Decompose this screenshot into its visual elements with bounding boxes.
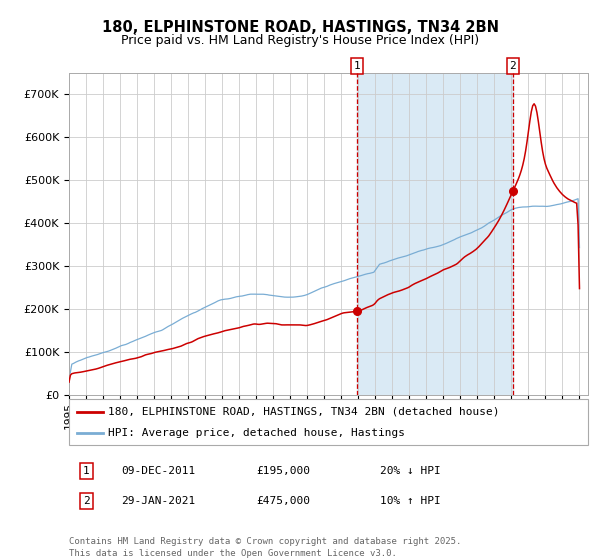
Text: 29-JAN-2021: 29-JAN-2021: [121, 496, 195, 506]
FancyBboxPatch shape: [69, 399, 588, 445]
Text: 20% ↓ HPI: 20% ↓ HPI: [380, 466, 441, 477]
Text: 1: 1: [83, 466, 89, 477]
Text: HPI: Average price, detached house, Hastings: HPI: Average price, detached house, Hast…: [108, 428, 405, 438]
Text: 2: 2: [83, 496, 89, 506]
Text: 180, ELPHINSTONE ROAD, HASTINGS, TN34 2BN: 180, ELPHINSTONE ROAD, HASTINGS, TN34 2B…: [101, 20, 499, 35]
Text: Contains HM Land Registry data © Crown copyright and database right 2025.
This d: Contains HM Land Registry data © Crown c…: [69, 537, 461, 558]
Text: 1: 1: [353, 61, 360, 71]
Text: 10% ↑ HPI: 10% ↑ HPI: [380, 496, 441, 506]
Bar: [357, 73, 513, 395]
Text: 09-DEC-2011: 09-DEC-2011: [121, 466, 195, 477]
Text: 2: 2: [509, 61, 516, 71]
Text: 180, ELPHINSTONE ROAD, HASTINGS, TN34 2BN (detached house): 180, ELPHINSTONE ROAD, HASTINGS, TN34 2B…: [108, 407, 499, 417]
Text: Price paid vs. HM Land Registry's House Price Index (HPI): Price paid vs. HM Land Registry's House …: [121, 34, 479, 46]
Text: £195,000: £195,000: [256, 466, 310, 477]
Text: £475,000: £475,000: [256, 496, 310, 506]
